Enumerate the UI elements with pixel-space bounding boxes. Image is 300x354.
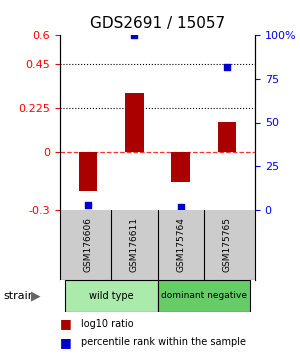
Text: ■: ■ <box>60 317 72 330</box>
Point <box>85 202 90 207</box>
Text: wild type: wild type <box>89 291 134 301</box>
Text: strain: strain <box>3 291 35 301</box>
Point <box>225 64 230 69</box>
Text: percentile rank within the sample: percentile rank within the sample <box>81 337 246 347</box>
Bar <box>125 93 144 152</box>
Text: GSM176611: GSM176611 <box>130 217 139 273</box>
Point <box>132 32 137 38</box>
Text: dominant negative: dominant negative <box>161 291 247 301</box>
Point <box>178 204 183 209</box>
Text: ■: ■ <box>60 336 72 349</box>
Bar <box>64 280 158 312</box>
Title: GDS2691 / 15057: GDS2691 / 15057 <box>90 16 225 31</box>
Bar <box>79 152 97 190</box>
Text: ▶: ▶ <box>31 290 41 303</box>
Bar <box>171 152 190 182</box>
Text: log10 ratio: log10 ratio <box>81 319 134 329</box>
Text: GSM175765: GSM175765 <box>223 217 232 273</box>
Bar <box>158 280 250 312</box>
Bar <box>218 121 236 152</box>
Text: GSM176606: GSM176606 <box>83 217 92 273</box>
Text: GSM175764: GSM175764 <box>176 218 185 273</box>
